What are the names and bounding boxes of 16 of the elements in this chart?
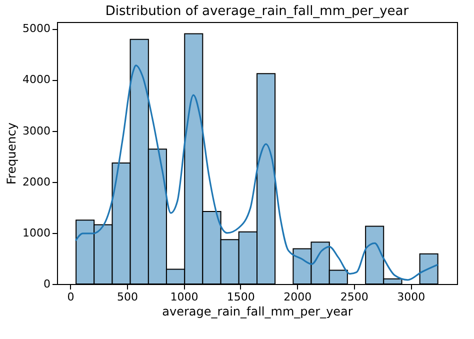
y-tick-label: 5000 — [22, 22, 50, 36]
y-tick-label: 1000 — [22, 226, 50, 240]
y-tick-label: 4000 — [22, 73, 50, 86]
y-axis-title: Frequency — [4, 122, 19, 184]
x-axis-title: average_rain_fall_mm_per_year — [162, 304, 353, 318]
x-tick-label: 3000 — [397, 290, 426, 304]
y-tick-label: 3000 — [22, 124, 50, 138]
x-tick-label: 1000 — [170, 290, 198, 304]
y-tick-label: 0 — [44, 278, 50, 290]
y-tick-label: 2000 — [22, 175, 50, 188]
x-tick-label: 2000 — [284, 290, 312, 304]
x-tick-label: 500 — [116, 290, 138, 304]
x-tick-label: 1500 — [226, 290, 255, 304]
chart-title: Distribution of average_rain_fall_mm_per_year — [105, 4, 410, 19]
x-tick-label: 2500 — [340, 290, 368, 304]
x-tick-label: 0 — [67, 290, 74, 304]
